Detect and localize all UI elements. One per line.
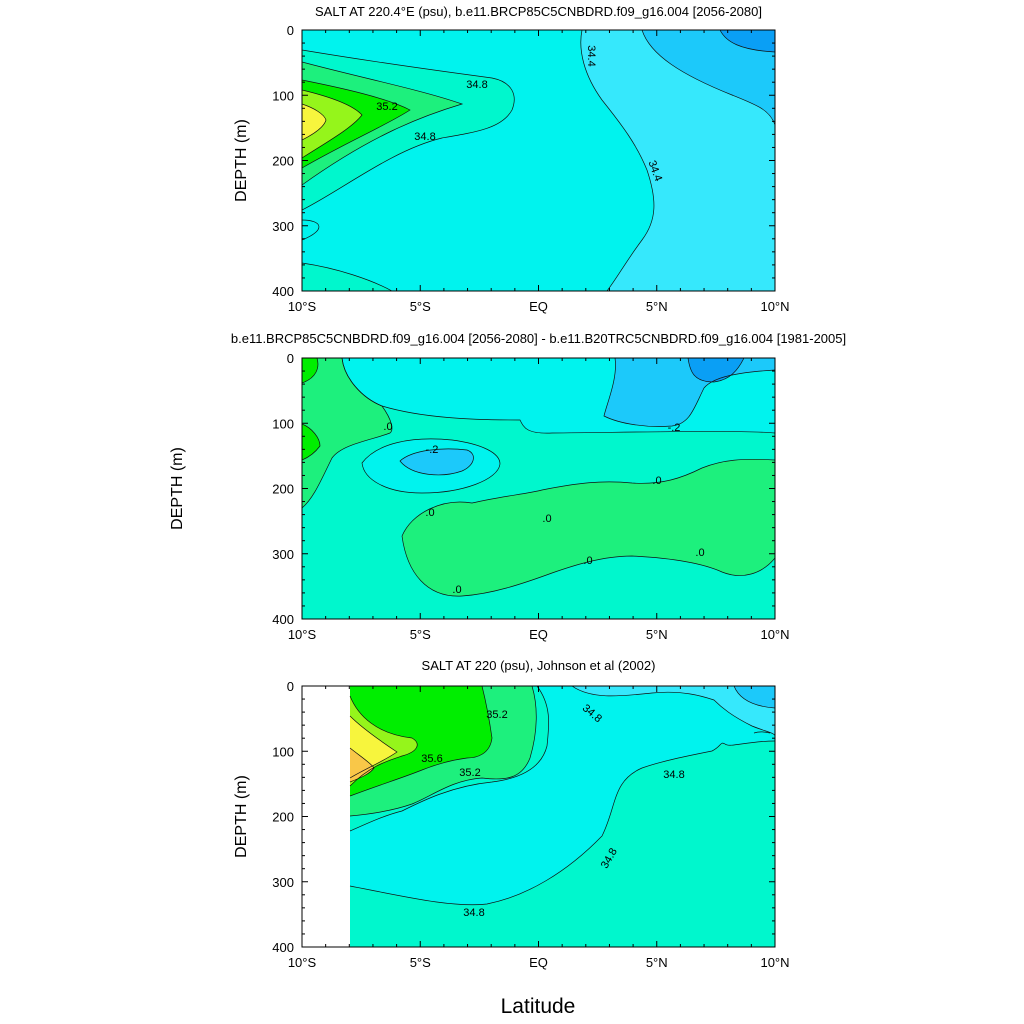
x-tick-label: 10°N bbox=[760, 627, 789, 642]
fill-neg-0-2 bbox=[604, 358, 775, 427]
y-tick-label: 0 bbox=[287, 679, 294, 694]
fill-34-6 bbox=[350, 686, 775, 905]
y-tick-label: 0 bbox=[287, 23, 294, 38]
fill-35-2 bbox=[350, 686, 492, 796]
fill-neg-0-2-south bbox=[400, 448, 474, 475]
contour-label: 34.4 bbox=[585, 45, 597, 66]
y-ticks: 0 100 200 300 400 bbox=[272, 23, 775, 299]
x-tick-label: 10°N bbox=[760, 955, 789, 970]
x-tick-label: 5°N bbox=[646, 955, 668, 970]
contour-fills bbox=[302, 30, 775, 291]
x-tick-label: 10°S bbox=[288, 299, 317, 314]
plot-area: 35.2 35.6 35.2 34.8 34.8 34.8 34.8 10°S 5… bbox=[272, 679, 789, 970]
panel-model-salinity: SALT AT 220.4°E (psu), b.e11.BRCP85C5CNB… bbox=[233, 4, 790, 314]
y-tick-label: 400 bbox=[272, 284, 294, 299]
y-tick-label: 200 bbox=[272, 154, 294, 169]
contour-label: .0 bbox=[652, 475, 661, 487]
y-axis-label: DEPTH (m) bbox=[233, 775, 250, 858]
x-tick-label: 5°S bbox=[410, 299, 431, 314]
contour-label: 34.8 bbox=[663, 769, 684, 781]
y-tick-label: 200 bbox=[272, 810, 294, 825]
contour-label: .0 bbox=[695, 547, 704, 559]
y-tick-label: 0 bbox=[287, 351, 294, 366]
fill-34-4 bbox=[572, 686, 775, 736]
contour-label: 35.2 bbox=[459, 767, 480, 779]
fill-34-2 bbox=[642, 30, 775, 125]
contour-label: 34.8 bbox=[414, 131, 435, 143]
y-tick-label: 100 bbox=[272, 88, 294, 103]
fill-0-2-deep bbox=[402, 459, 775, 597]
x-tick-label: EQ bbox=[529, 299, 548, 314]
x-ticks: 10°S 5°S EQ 5°N 10°N bbox=[288, 686, 790, 970]
panel-salinity-difference: b.e11.BRCP85C5CNBDRD.f09_g16.004 [2056-2… bbox=[169, 331, 846, 642]
fill-35-6 bbox=[302, 104, 326, 140]
x-tick-label: 5°S bbox=[410, 955, 431, 970]
x-tick-label: 5°N bbox=[646, 299, 668, 314]
x-tick-label: 5°S bbox=[410, 627, 431, 642]
y-tick-label: 300 bbox=[272, 547, 294, 562]
panel-title: b.e11.BRCP85C5CNBDRD.f09_g16.004 [2056-2… bbox=[231, 331, 846, 346]
y-tick-label: 100 bbox=[272, 416, 294, 431]
contour-label: 35.6 bbox=[421, 753, 442, 765]
fill-34-4 bbox=[580, 30, 775, 291]
y-tick-label: 200 bbox=[272, 482, 294, 497]
y-tick-label: 400 bbox=[272, 612, 294, 627]
x-axis-label: Latitude bbox=[501, 995, 576, 1018]
x-tick-label: 5°N bbox=[646, 627, 668, 642]
data-gap bbox=[302, 686, 350, 947]
x-ticks: 10°S 5°S EQ 5°N 10°N bbox=[288, 30, 790, 314]
y-axis-label: DEPTH (m) bbox=[169, 447, 186, 530]
fill-34-0 bbox=[720, 30, 775, 52]
x-tick-label: 10°S bbox=[288, 955, 317, 970]
contour-label: .0 bbox=[583, 555, 592, 567]
x-ticks: 10°S 5°S EQ 5°N 10°N bbox=[288, 358, 790, 642]
contour-label: .0 bbox=[542, 513, 551, 525]
contour-label: -.2 bbox=[426, 444, 439, 456]
y-tick-label: 300 bbox=[272, 219, 294, 234]
contour-label: .0 bbox=[425, 507, 434, 519]
plot-area: .0 -.2 .0 .0 .0 .0 .0 .0 -.2 10°S 5°S EQ 5°… bbox=[272, 351, 789, 642]
y-axis-label: DEPTH (m) bbox=[233, 119, 250, 202]
x-tick-label: EQ bbox=[529, 627, 548, 642]
contour-label: 34.8 bbox=[463, 907, 484, 919]
fill-0-2-west bbox=[302, 358, 392, 508]
contour-label: .0 bbox=[452, 584, 461, 596]
contour-fills bbox=[302, 686, 775, 947]
fill-34-8-south bbox=[302, 263, 392, 291]
y-tick-label: 300 bbox=[272, 875, 294, 890]
contour-fills bbox=[302, 358, 775, 619]
fill-35-4 bbox=[302, 90, 362, 158]
panel-title: SALT AT 220.4°E (psu), b.e11.BRCP85C5CNB… bbox=[315, 4, 762, 19]
y-tick-label: 100 bbox=[272, 744, 294, 759]
contour-labels: .0 -.2 .0 .0 .0 .0 .0 .0 -.2 bbox=[383, 421, 704, 596]
fill-34-2 bbox=[734, 686, 775, 708]
y-tick-label: 400 bbox=[272, 940, 294, 955]
contour-label: 34.8 bbox=[466, 79, 487, 91]
fill-neg-0-4 bbox=[688, 358, 744, 382]
contour-labels: 35.2 34.8 34.8 34.4 34.4 bbox=[376, 45, 664, 183]
panel-observed-salinity: SALT AT 220 (psu), Johnson et al (2002) … bbox=[233, 658, 790, 970]
plot-area: 35.2 34.8 34.8 34.4 34.4 10°S 5°S EQ 5°N 10°… bbox=[272, 23, 789, 314]
contour-label: -.2 bbox=[668, 422, 681, 434]
y-ticks: 0 100 200 300 400 bbox=[272, 351, 775, 627]
contour-label: .0 bbox=[383, 421, 392, 433]
x-tick-label: EQ bbox=[529, 955, 548, 970]
contour-label: 35.2 bbox=[376, 101, 397, 113]
contour-label: 35.2 bbox=[486, 709, 507, 721]
panel-title: SALT AT 220 (psu), Johnson et al (2002) bbox=[422, 658, 656, 673]
x-tick-label: 10°N bbox=[760, 299, 789, 314]
x-tick-label: 10°S bbox=[288, 627, 317, 642]
y-ticks: 0 100 200 300 400 bbox=[272, 679, 775, 955]
